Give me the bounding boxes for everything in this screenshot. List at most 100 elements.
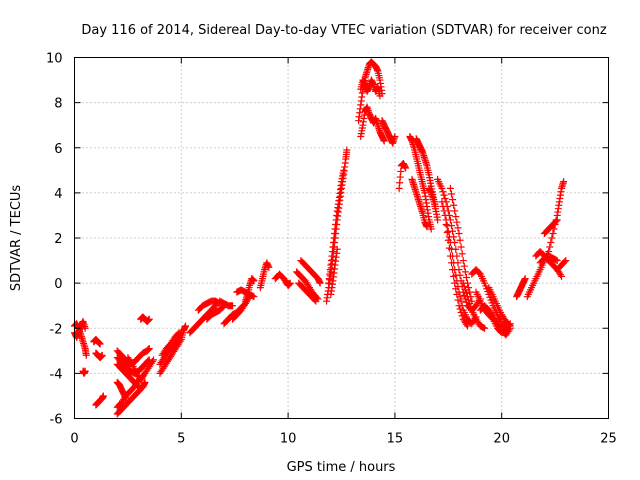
data-point [462, 320, 470, 328]
y-tick-label: 2 [54, 232, 62, 247]
data-point [506, 322, 514, 330]
data-point [461, 268, 469, 276]
data-point [558, 272, 566, 280]
data-point [440, 191, 448, 199]
data-point [150, 356, 158, 364]
data-point [376, 92, 384, 100]
data-point [438, 184, 446, 192]
data-point [134, 382, 142, 390]
data-point [457, 243, 465, 251]
data-point [556, 271, 564, 279]
x-tick-label: 0 [70, 432, 78, 447]
data-point [444, 227, 452, 235]
data-point [175, 329, 183, 337]
x-tick-label: 15 [387, 432, 404, 447]
data-point [457, 297, 465, 305]
data-point [427, 225, 435, 233]
data-point [286, 279, 294, 287]
data-point [82, 351, 90, 359]
data-point [443, 228, 451, 236]
data-point [462, 273, 470, 281]
data-point [448, 259, 456, 267]
y-tick-label: 8 [54, 97, 62, 112]
x-axis-label: GPS time / hours [287, 460, 396, 475]
data-point [98, 351, 106, 359]
grid-lines [74, 57, 609, 419]
data-point [452, 285, 460, 293]
data-point [441, 211, 449, 219]
x-tick-label: 5 [177, 432, 185, 447]
data-point [453, 218, 461, 226]
data-point [465, 296, 473, 304]
y-tick-label: 0 [54, 277, 62, 292]
data-point [99, 392, 107, 400]
data-point [441, 195, 449, 203]
data-point [453, 290, 461, 298]
data-point [229, 302, 237, 310]
data-point [445, 233, 453, 241]
x-tick-label: 25 [600, 432, 617, 447]
data-point [449, 196, 457, 204]
y-tick-label: -6 [50, 413, 63, 428]
data-point [458, 312, 466, 320]
data-point [560, 178, 568, 186]
data-point [96, 340, 104, 348]
data-point [481, 324, 489, 332]
data-point [442, 220, 450, 228]
data-point [521, 275, 529, 283]
data-point [312, 297, 320, 305]
data-point [182, 322, 190, 330]
data-point [443, 222, 451, 230]
y-axis-label: SDTVAR / TECUs [9, 185, 24, 292]
data-point [445, 244, 453, 252]
data-point [460, 283, 468, 291]
data-point [340, 166, 348, 174]
data-point [174, 330, 182, 338]
data-point [145, 345, 153, 353]
data-point [148, 358, 156, 366]
data-point [459, 279, 467, 287]
data-point [145, 315, 153, 323]
data-point [250, 277, 258, 285]
axis-ticks: 0 5 10 15 20 25 -6 -4 -2 0 2 4 6 8 10 [46, 52, 617, 447]
data-point [467, 303, 475, 311]
data-point [455, 229, 463, 237]
data-point [454, 296, 462, 304]
data-point [458, 250, 466, 258]
data-point [451, 207, 459, 215]
data-point [456, 305, 464, 313]
y-tick-label: 10 [46, 52, 63, 67]
data-point [562, 257, 570, 265]
data-point [446, 252, 454, 260]
data-point [333, 245, 341, 253]
data-point [450, 201, 458, 209]
data-point [439, 202, 447, 210]
data-point [459, 257, 467, 265]
data-point [127, 359, 135, 367]
data-point [449, 266, 457, 274]
chart-title: Day 116 of 2014, Sidereal Day-to-day VTE… [81, 23, 606, 38]
data-point [464, 293, 472, 301]
y-tick-label: -2 [50, 322, 63, 337]
data-point [438, 198, 446, 206]
data-point [454, 224, 462, 232]
data-point [316, 279, 324, 287]
data-point [81, 367, 89, 375]
y-tick-label: 6 [54, 142, 62, 157]
data-point [250, 293, 258, 301]
data-point [466, 299, 474, 307]
data-point [452, 213, 460, 221]
data-point [457, 308, 465, 316]
y-tick-label: -4 [50, 367, 63, 382]
x-tick-label: 20 [493, 432, 510, 447]
data-point [456, 236, 464, 244]
data-point [343, 146, 351, 154]
data-point [81, 324, 89, 332]
data-point [553, 257, 561, 265]
data-point [460, 262, 468, 270]
data-point [546, 243, 554, 251]
data-point [505, 321, 513, 329]
data-point [141, 378, 149, 386]
data-point [391, 132, 399, 140]
